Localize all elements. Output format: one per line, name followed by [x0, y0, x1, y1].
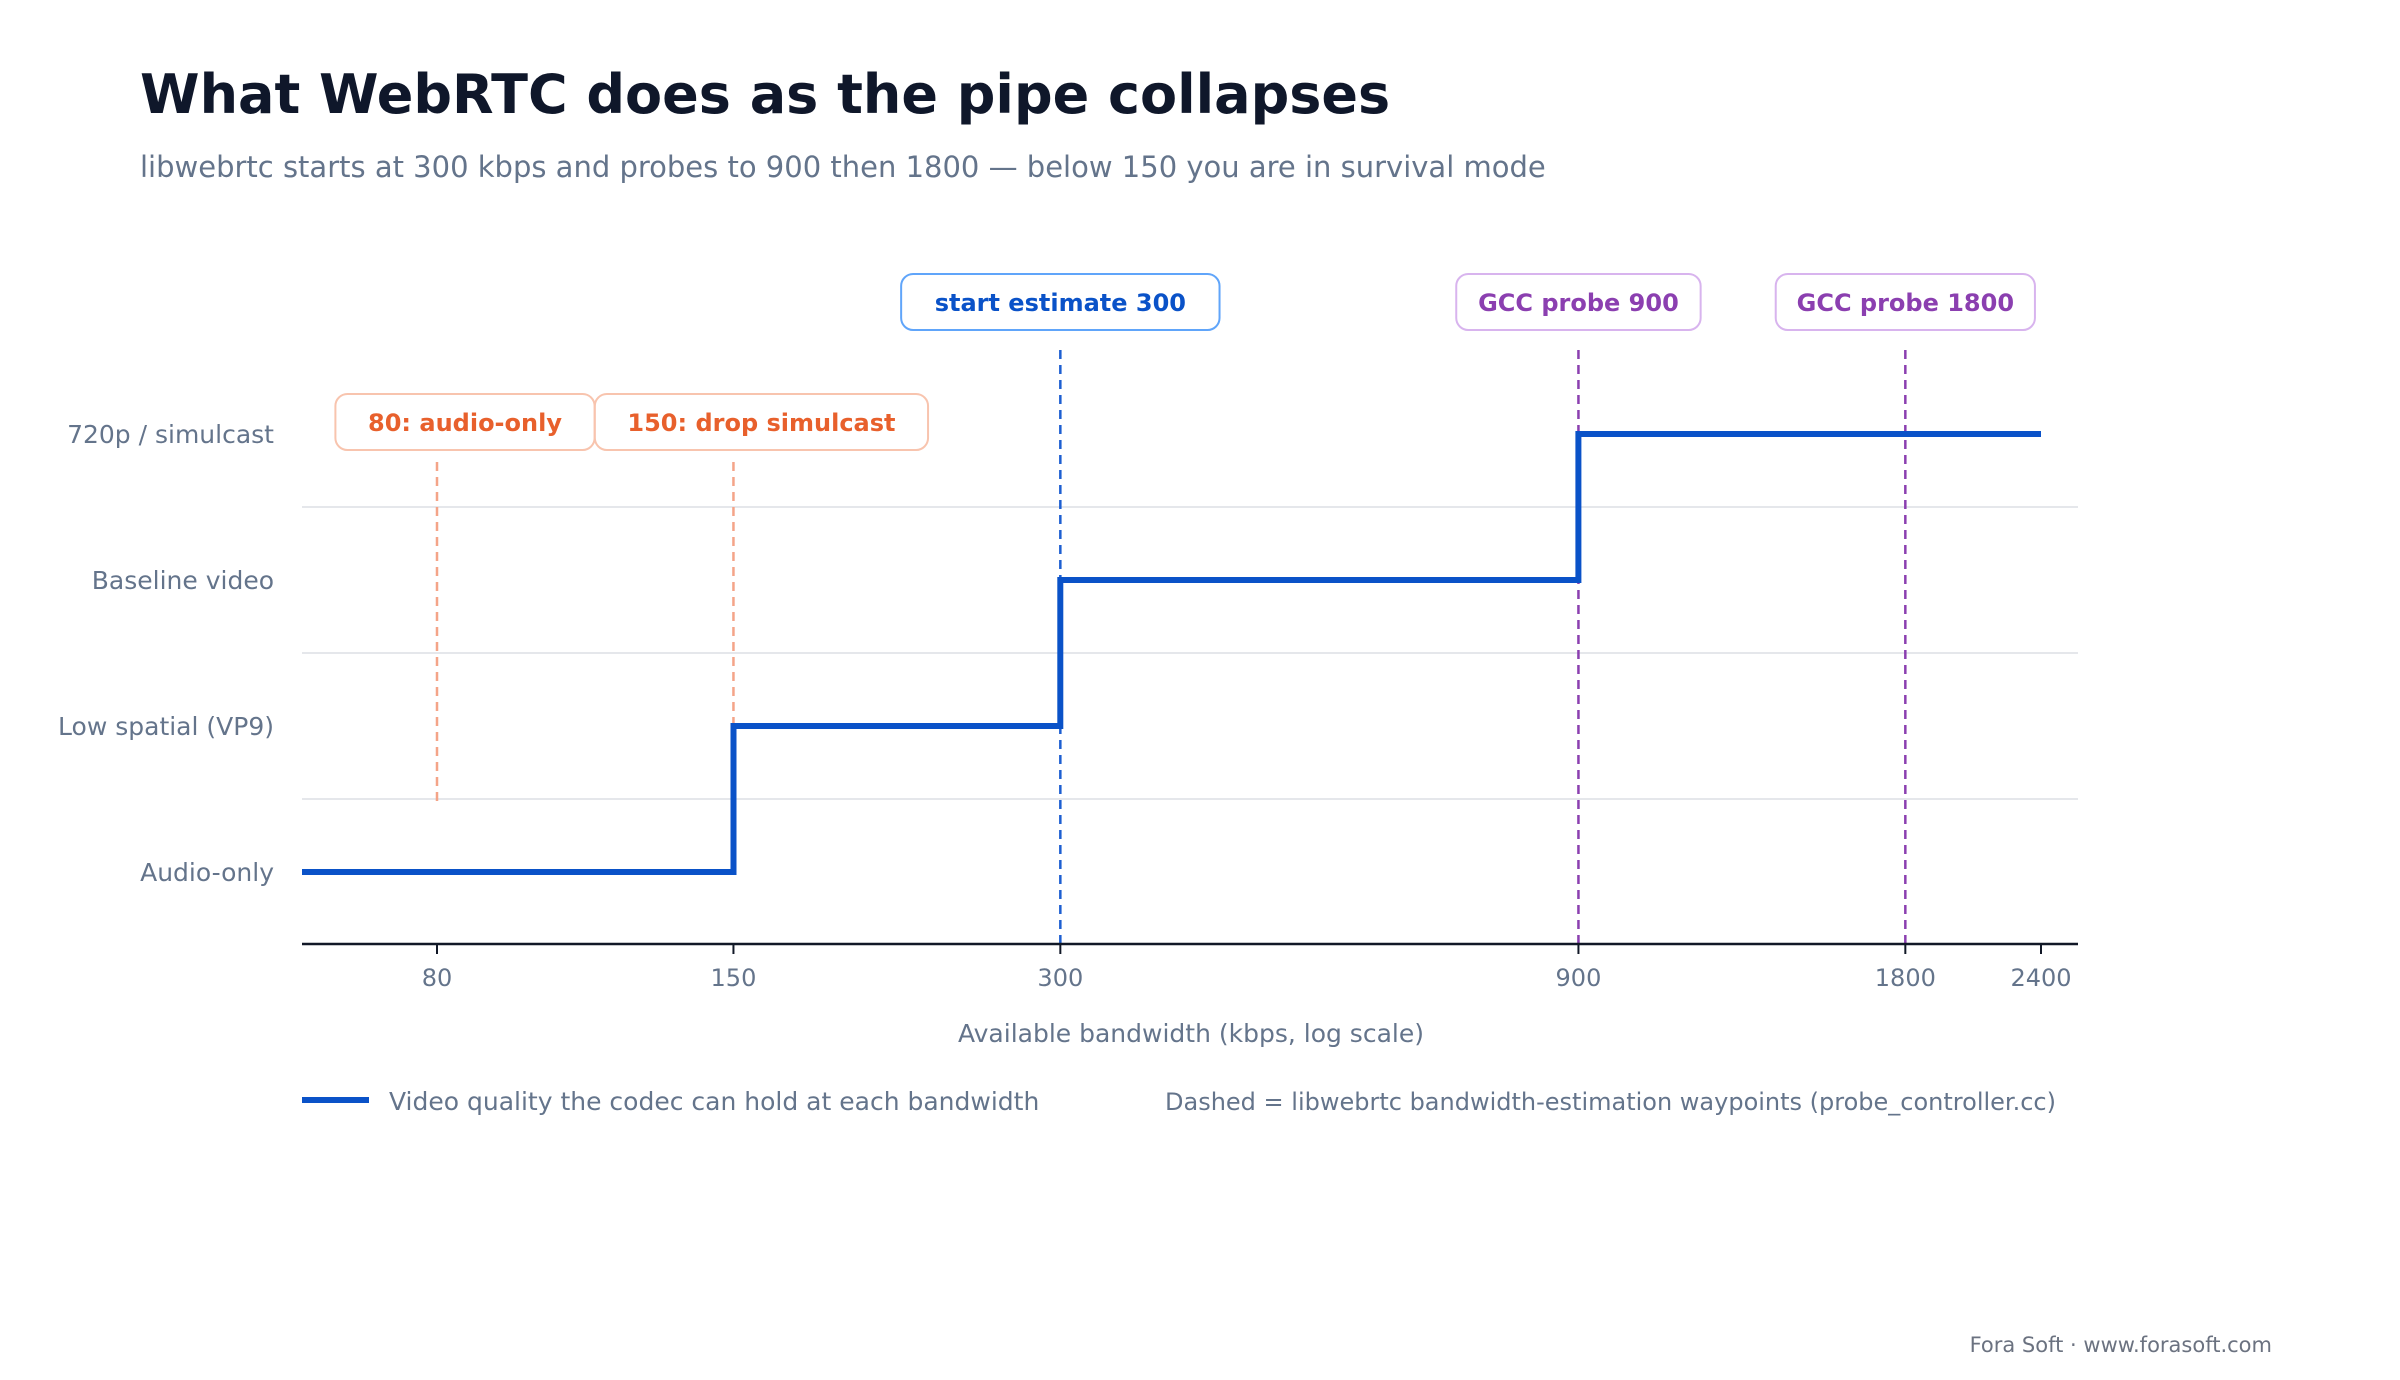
waypoint-label: GCC probe 1800 [1797, 289, 2014, 317]
legend-series-label: Video quality the codec can hold at each… [389, 1087, 1039, 1116]
chart-subtitle: libwebrtc starts at 300 kbps and probes … [140, 150, 1546, 184]
y-tick-label: Low spatial (VP9) [58, 712, 274, 741]
x-tick-label: 900 [1556, 964, 1602, 992]
waypoint-annotations: 80: audio-only 150: drop simulcast start e… [334, 273, 2036, 451]
grid-lines [302, 506, 2078, 800]
x-tick-label: 80 [422, 964, 453, 992]
waypoint-label: 80: audio-only [368, 409, 562, 437]
series-line [302, 431, 2041, 875]
waypoint-label: GCC probe 900 [1478, 289, 1679, 317]
waypoint-label-box [1455, 273, 1702, 331]
x-axis-label: Available bandwidth (kbps, log scale) [958, 1019, 1424, 1048]
waypoint-label: start estimate 300 [935, 289, 1186, 317]
waypoint-label-box [593, 393, 930, 451]
y-axis: Audio-only Low spatial (VP9) Baseline vide… [58, 420, 274, 887]
legend: Video quality the codec can hold at each… [302, 1087, 2056, 1116]
x-tick-label: 1800 [1875, 964, 1936, 992]
waypoint-label-box [900, 273, 1221, 331]
waypoint-label: 150: drop simulcast [627, 409, 895, 437]
y-tick-label: 720p / simulcast [67, 420, 274, 449]
x-tick-label: 2400 [2010, 964, 2071, 992]
x-tick-label: 150 [711, 964, 757, 992]
footer-credit: Fora Soft · www.forasoft.com [1970, 1333, 2272, 1357]
y-tick-label: Baseline video [92, 566, 274, 595]
legend-note: Dashed = libwebrtc bandwidth-estimation … [1165, 1088, 2056, 1116]
series-layer [302, 431, 2041, 875]
waypoint-label-box [1774, 273, 2036, 331]
chart-title: What WebRTC does as the pipe collapses [140, 63, 1390, 126]
y-tick-label: Audio-only [140, 858, 274, 887]
x-axis: 80 150 300 900 1800 2400 [302, 942, 2078, 992]
x-tick-label: 300 [1037, 964, 1083, 992]
